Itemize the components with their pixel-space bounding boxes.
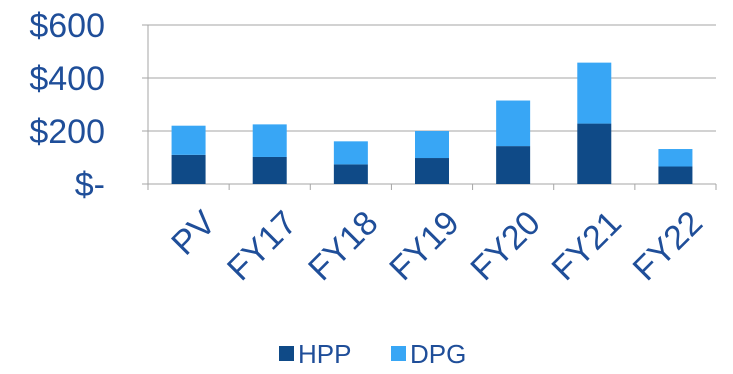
bar-hpp-fy22 bbox=[658, 166, 693, 184]
bar-hpp-pv bbox=[171, 154, 206, 184]
bars bbox=[171, 62, 693, 184]
bar-dpg-pv bbox=[171, 125, 206, 155]
y-tick-label: $600 bbox=[29, 7, 105, 45]
x-tick-label: FY17 bbox=[220, 204, 304, 288]
legend: HPP DPG bbox=[279, 339, 466, 369]
x-tick-label: PV bbox=[164, 204, 223, 263]
x-tick-label: FY21 bbox=[545, 204, 629, 288]
y-tick-label: $200 bbox=[29, 113, 105, 151]
x-tick-label: FY18 bbox=[301, 204, 385, 288]
bar-hpp-fy21 bbox=[577, 123, 612, 184]
legend-swatch-hpp bbox=[279, 346, 294, 361]
bar-hpp-fy17 bbox=[252, 156, 287, 184]
bar-dpg-fy22 bbox=[658, 149, 693, 167]
x-tick-label: FY20 bbox=[463, 204, 547, 288]
legend-label-hpp: HPP bbox=[298, 339, 351, 369]
bar-hpp-fy20 bbox=[496, 146, 531, 184]
bar-dpg-fy21 bbox=[577, 62, 612, 124]
bar-dpg-fy20 bbox=[496, 100, 531, 147]
x-tick-label: FY19 bbox=[382, 204, 466, 288]
bar-dpg-fy17 bbox=[252, 124, 287, 157]
legend-label-dpg: DPG bbox=[410, 339, 466, 369]
y-tick-label: $- bbox=[75, 166, 105, 204]
x-tick-label: FY22 bbox=[626, 204, 710, 288]
bar-hpp-fy18 bbox=[333, 164, 368, 184]
y-tick-label: $400 bbox=[29, 60, 105, 98]
bar-dpg-fy19 bbox=[415, 131, 449, 159]
legend-swatch-dpg bbox=[391, 346, 406, 361]
bar-dpg-fy18 bbox=[333, 141, 368, 165]
bar-hpp-fy19 bbox=[415, 158, 449, 184]
y-axis-tick-labels: $- $200 $400 $600 bbox=[29, 7, 105, 204]
gridlines bbox=[148, 24, 716, 132]
